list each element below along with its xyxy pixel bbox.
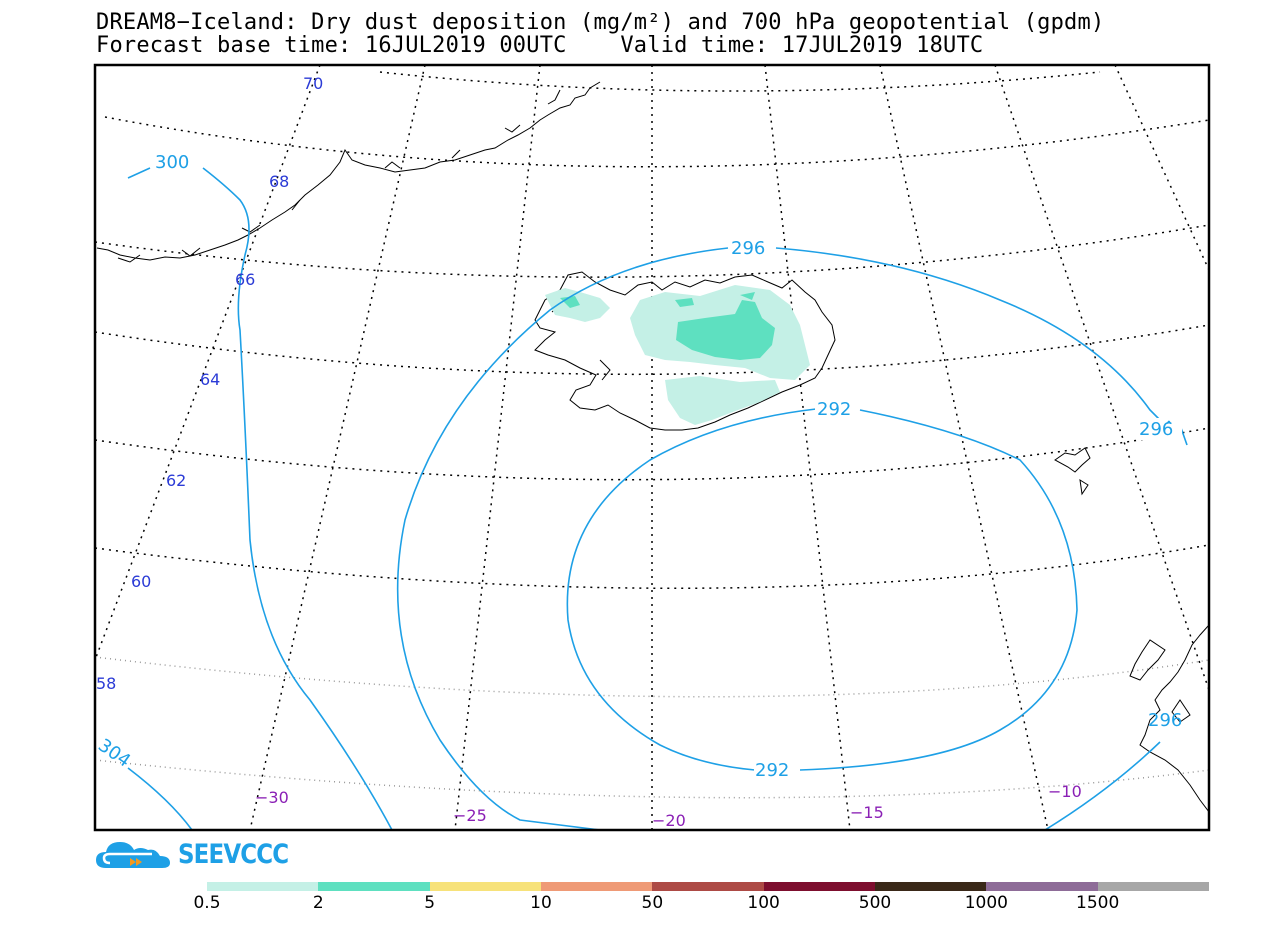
colorbar-label: 2 <box>312 893 324 913</box>
colorbar-segment <box>1097 882 1209 891</box>
colorbar-segment <box>207 882 319 891</box>
map-title: DREAM8−Iceland: Dry dust deposition (mg/… <box>96 10 1105 35</box>
contour-label: 304 <box>94 735 134 772</box>
contour-label: 292 <box>817 399 851 420</box>
longitude-label: −15 <box>850 803 884 822</box>
contour-label: 296 <box>1148 710 1182 731</box>
colorbar-segment <box>652 882 764 891</box>
colorbar-label: 100 <box>747 893 780 913</box>
longitude-labels: −30 −25 −20 −15 −10 <box>255 782 1082 830</box>
latitude-graticule <box>95 71 1209 799</box>
colorbar-label: 500 <box>858 893 892 913</box>
latitude-label: 70 <box>303 74 323 93</box>
longitude-label: −30 <box>255 788 289 807</box>
seevccc-logo: SEEVCCC <box>94 836 308 872</box>
coastlines <box>96 81 1209 813</box>
logo-text: SEEVCCC <box>178 838 289 870</box>
colorbar-label: 0.5 <box>193 893 221 913</box>
contour-label: 296 <box>731 238 765 259</box>
contour-label: 292 <box>755 760 789 781</box>
colorbar-label: 50 <box>641 893 664 913</box>
colorbar-segment <box>986 882 1098 891</box>
contour-label: 300 <box>155 152 189 173</box>
colorbar-label: 1000 <box>964 893 1008 913</box>
meridian-graticule <box>95 65 1209 830</box>
colorbar <box>207 882 1209 891</box>
dust-deposition-field <box>545 285 810 425</box>
latitude-label: 58 <box>96 674 116 693</box>
latitude-label: 62 <box>166 471 186 490</box>
colorbar-segment <box>318 882 430 891</box>
latitude-label: 66 <box>235 270 255 289</box>
latitude-labels: 70 68 66 64 62 60 58 <box>96 74 323 693</box>
latitude-label: 64 <box>200 370 220 389</box>
colorbar-segment <box>429 882 541 891</box>
longitude-label: −20 <box>652 811 686 830</box>
longitude-label: −10 <box>1048 782 1082 801</box>
colorbar-label: 1500 <box>1076 893 1120 913</box>
colorbar-segment <box>874 882 987 891</box>
colorbar-segment <box>763 882 875 891</box>
latitude-label: 68 <box>269 172 289 191</box>
longitude-label: −25 <box>453 806 487 825</box>
latitude-label: 60 <box>131 572 151 591</box>
contour-label: 296̂ <box>1139 419 1173 440</box>
map-frame <box>93 63 1211 832</box>
cloud-logo-icon <box>96 842 170 868</box>
map-subtitle: Forecast base time: 16JUL2019 00UTC Vali… <box>96 33 984 58</box>
colorbar-label: 5 <box>424 893 436 913</box>
colorbar-label: 10 <box>530 893 552 913</box>
colorbar-segment <box>540 882 653 891</box>
geopotential-contours <box>127 167 1188 830</box>
contour-labels: 300 296 292 292 296̂ 296 304 <box>94 152 1182 781</box>
